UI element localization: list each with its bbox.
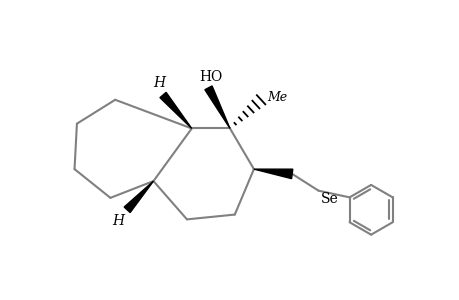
Polygon shape: [160, 92, 191, 128]
Text: Se: Se: [320, 192, 338, 206]
Text: H: H: [112, 214, 124, 228]
Polygon shape: [124, 181, 153, 212]
Text: H: H: [153, 76, 165, 90]
Polygon shape: [204, 86, 230, 128]
Polygon shape: [253, 169, 292, 179]
Text: HO: HO: [199, 70, 222, 84]
Text: Me: Me: [266, 91, 286, 104]
